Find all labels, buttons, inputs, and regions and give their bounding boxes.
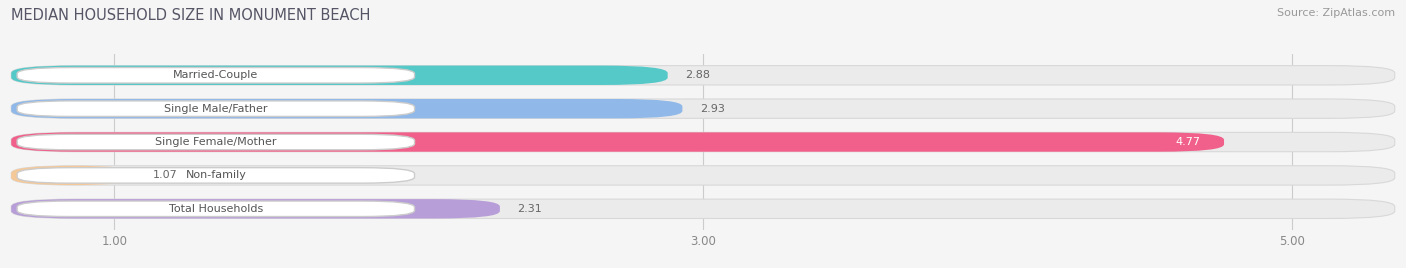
Text: 2.93: 2.93 xyxy=(700,104,725,114)
FancyBboxPatch shape xyxy=(11,99,1395,118)
Text: 2.31: 2.31 xyxy=(517,204,543,214)
FancyBboxPatch shape xyxy=(17,68,415,83)
Text: Single Male/Father: Single Male/Father xyxy=(165,104,267,114)
FancyBboxPatch shape xyxy=(11,166,135,185)
FancyBboxPatch shape xyxy=(17,201,415,217)
FancyBboxPatch shape xyxy=(11,132,1225,152)
Text: Non-family: Non-family xyxy=(186,170,246,180)
FancyBboxPatch shape xyxy=(11,199,501,218)
FancyBboxPatch shape xyxy=(11,66,668,85)
Text: MEDIAN HOUSEHOLD SIZE IN MONUMENT BEACH: MEDIAN HOUSEHOLD SIZE IN MONUMENT BEACH xyxy=(11,8,371,23)
Text: 2.88: 2.88 xyxy=(685,70,710,80)
FancyBboxPatch shape xyxy=(11,132,1395,152)
Text: Source: ZipAtlas.com: Source: ZipAtlas.com xyxy=(1277,8,1395,18)
Text: 1.07: 1.07 xyxy=(152,170,177,180)
Text: 4.77: 4.77 xyxy=(1175,137,1201,147)
Text: Total Households: Total Households xyxy=(169,204,263,214)
FancyBboxPatch shape xyxy=(11,199,1395,218)
FancyBboxPatch shape xyxy=(11,99,682,118)
FancyBboxPatch shape xyxy=(17,168,415,183)
FancyBboxPatch shape xyxy=(11,66,1395,85)
FancyBboxPatch shape xyxy=(17,134,415,150)
Text: Married-Couple: Married-Couple xyxy=(173,70,259,80)
FancyBboxPatch shape xyxy=(17,101,415,116)
Text: Single Female/Mother: Single Female/Mother xyxy=(155,137,277,147)
FancyBboxPatch shape xyxy=(11,166,1395,185)
